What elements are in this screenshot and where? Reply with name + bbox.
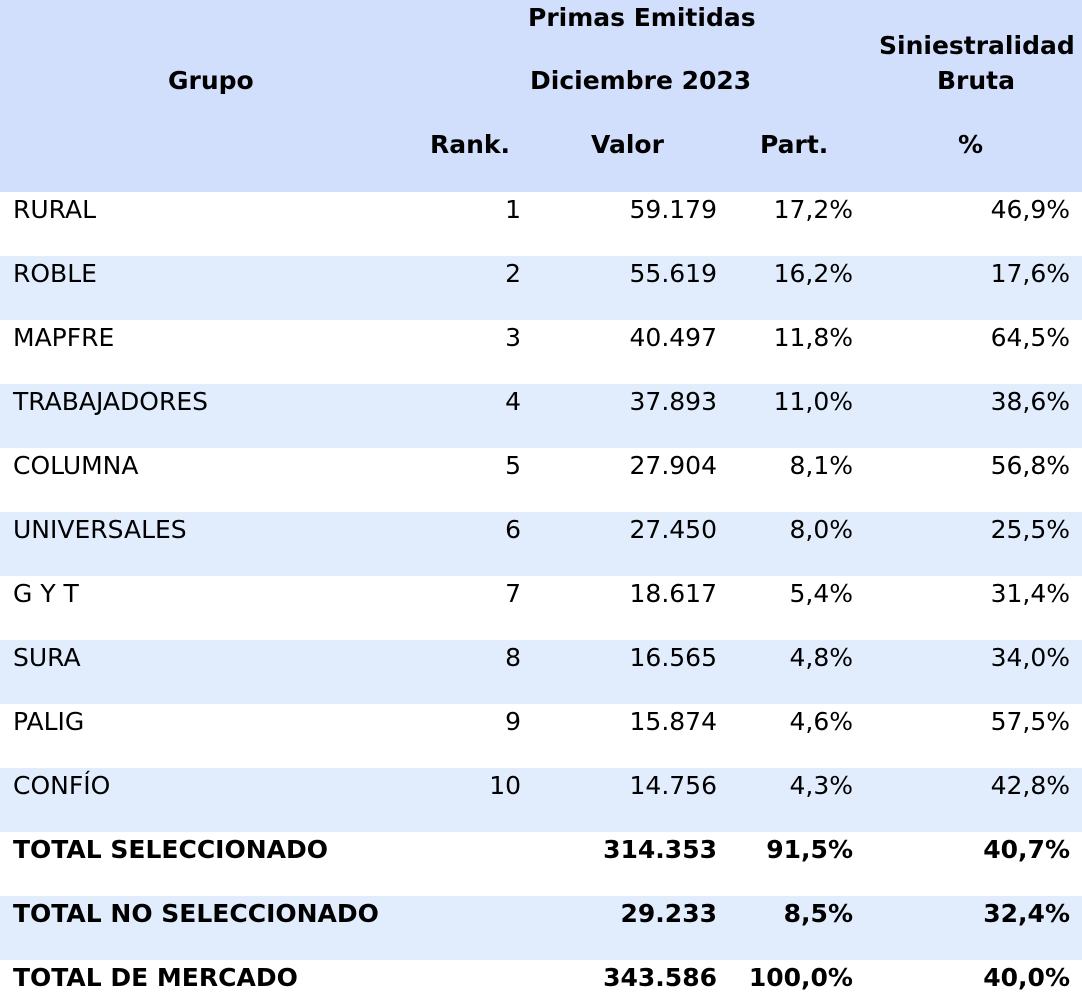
cell-siniestralidad: 64,5%: [990, 323, 1070, 352]
cell-rank: 10: [489, 771, 521, 800]
cell-part: 8,0%: [789, 515, 853, 544]
table-row: COLUMNA 5 27.904 8,1% 56,8%: [0, 448, 1082, 512]
cell-rank: 4: [505, 387, 521, 416]
total-part: 91,5%: [766, 835, 853, 864]
cell-part: 17,2%: [773, 195, 853, 224]
cell-rank: 8: [505, 643, 521, 672]
cell-siniestralidad: 46,9%: [990, 195, 1070, 224]
cell-grupo: MAPFRE: [13, 323, 115, 352]
total-row: TOTAL SELECCIONADO 314.353 91,5% 40,7%: [0, 832, 1082, 896]
cell-valor: 16.565: [629, 643, 717, 672]
cell-rank: 5: [505, 451, 521, 480]
total-siniestralidad: 32,4%: [983, 899, 1070, 928]
cell-part: 4,6%: [789, 707, 853, 736]
cell-siniestralidad: 34,0%: [990, 643, 1070, 672]
cell-rank: 2: [505, 259, 521, 288]
cell-valor: 27.450: [629, 515, 717, 544]
cell-siniestralidad: 38,6%: [990, 387, 1070, 416]
cell-rank: 3: [505, 323, 521, 352]
cell-siniestralidad: 17,6%: [990, 259, 1070, 288]
table-row: RURAL 1 59.179 17,2% 46,9%: [0, 192, 1082, 256]
cell-grupo: G Y T: [13, 579, 79, 608]
total-row: TOTAL DE MERCADO 343.586 100,0% 40,0%: [0, 960, 1082, 995]
header-percent: %: [958, 130, 984, 159]
header-primas-emitidas: Primas Emitidas: [528, 3, 756, 32]
cell-grupo: TRABAJADORES: [13, 387, 208, 416]
header-rank: Rank.: [430, 130, 511, 159]
table-row: UNIVERSALES 6 27.450 8,0% 25,5%: [0, 512, 1082, 576]
cell-valor: 14.756: [629, 771, 717, 800]
cell-part: 5,4%: [789, 579, 853, 608]
table-row: PALIG 9 15.874 4,6% 57,5%: [0, 704, 1082, 768]
cell-valor: 37.893: [629, 387, 717, 416]
cell-siniestralidad: 42,8%: [990, 771, 1070, 800]
total-valor: 29.233: [620, 899, 717, 928]
table-row: TRABAJADORES 4 37.893 11,0% 38,6%: [0, 384, 1082, 448]
cell-valor: 15.874: [629, 707, 717, 736]
cell-grupo: ROBLE: [13, 259, 97, 288]
cell-rank: 1: [505, 195, 521, 224]
cell-part: 4,8%: [789, 643, 853, 672]
cell-grupo: UNIVERSALES: [13, 515, 187, 544]
header-period: Diciembre 2023: [530, 66, 752, 95]
cell-part: 11,8%: [773, 323, 853, 352]
total-part: 100,0%: [748, 963, 853, 992]
cell-part: 16,2%: [773, 259, 853, 288]
total-row: TOTAL NO SELECCIONADO 29.233 8,5% 32,4%: [0, 896, 1082, 960]
cell-valor: 55.619: [629, 259, 717, 288]
cell-part: 8,1%: [789, 451, 853, 480]
header-part: Part.: [760, 130, 829, 159]
header-bruta: Bruta: [937, 66, 1016, 95]
table-row: ROBLE 2 55.619 16,2% 17,6%: [0, 256, 1082, 320]
total-label: TOTAL NO SELECCIONADO: [13, 899, 379, 928]
cell-grupo: RURAL: [13, 195, 97, 224]
cell-valor: 18.617: [629, 579, 717, 608]
cell-valor: 27.904: [629, 451, 717, 480]
total-part: 8,5%: [783, 899, 853, 928]
cell-grupo: SURA: [13, 643, 81, 672]
total-valor: 314.353: [603, 835, 717, 864]
total-valor: 343.586: [603, 963, 717, 992]
cell-siniestralidad: 57,5%: [990, 707, 1070, 736]
total-siniestralidad: 40,7%: [983, 835, 1070, 864]
cell-rank: 9: [505, 707, 521, 736]
cell-part: 4,3%: [789, 771, 853, 800]
total-label: TOTAL DE MERCADO: [13, 963, 298, 992]
header-valor: Valor: [591, 130, 664, 159]
table-row: CONFÍO 10 14.756 4,3% 42,8%: [0, 768, 1082, 832]
cell-grupo: PALIG: [13, 707, 85, 736]
cell-siniestralidad: 25,5%: [990, 515, 1070, 544]
cell-valor: 59.179: [629, 195, 717, 224]
total-siniestralidad: 40,0%: [983, 963, 1070, 992]
table-row: MAPFRE 3 40.497 11,8% 64,5%: [0, 320, 1082, 384]
table-header: Grupo Primas Emitidas Diciembre 2023 Sin…: [0, 0, 1082, 192]
cell-rank: 7: [505, 579, 521, 608]
header-grupo: Grupo: [168, 66, 254, 95]
cell-siniestralidad: 31,4%: [990, 579, 1070, 608]
cell-grupo: COLUMNA: [13, 451, 139, 480]
table-row: SURA 8 16.565 4,8% 34,0%: [0, 640, 1082, 704]
cell-siniestralidad: 56,8%: [990, 451, 1070, 480]
header-siniestralidad: Siniestralidad: [879, 31, 1075, 60]
cell-valor: 40.497: [629, 323, 717, 352]
cell-part: 11,0%: [773, 387, 853, 416]
table-row: G Y T 7 18.617 5,4% 31,4%: [0, 576, 1082, 640]
cell-rank: 6: [505, 515, 521, 544]
total-label: TOTAL SELECCIONADO: [13, 835, 329, 864]
cell-grupo: CONFÍO: [13, 771, 111, 800]
